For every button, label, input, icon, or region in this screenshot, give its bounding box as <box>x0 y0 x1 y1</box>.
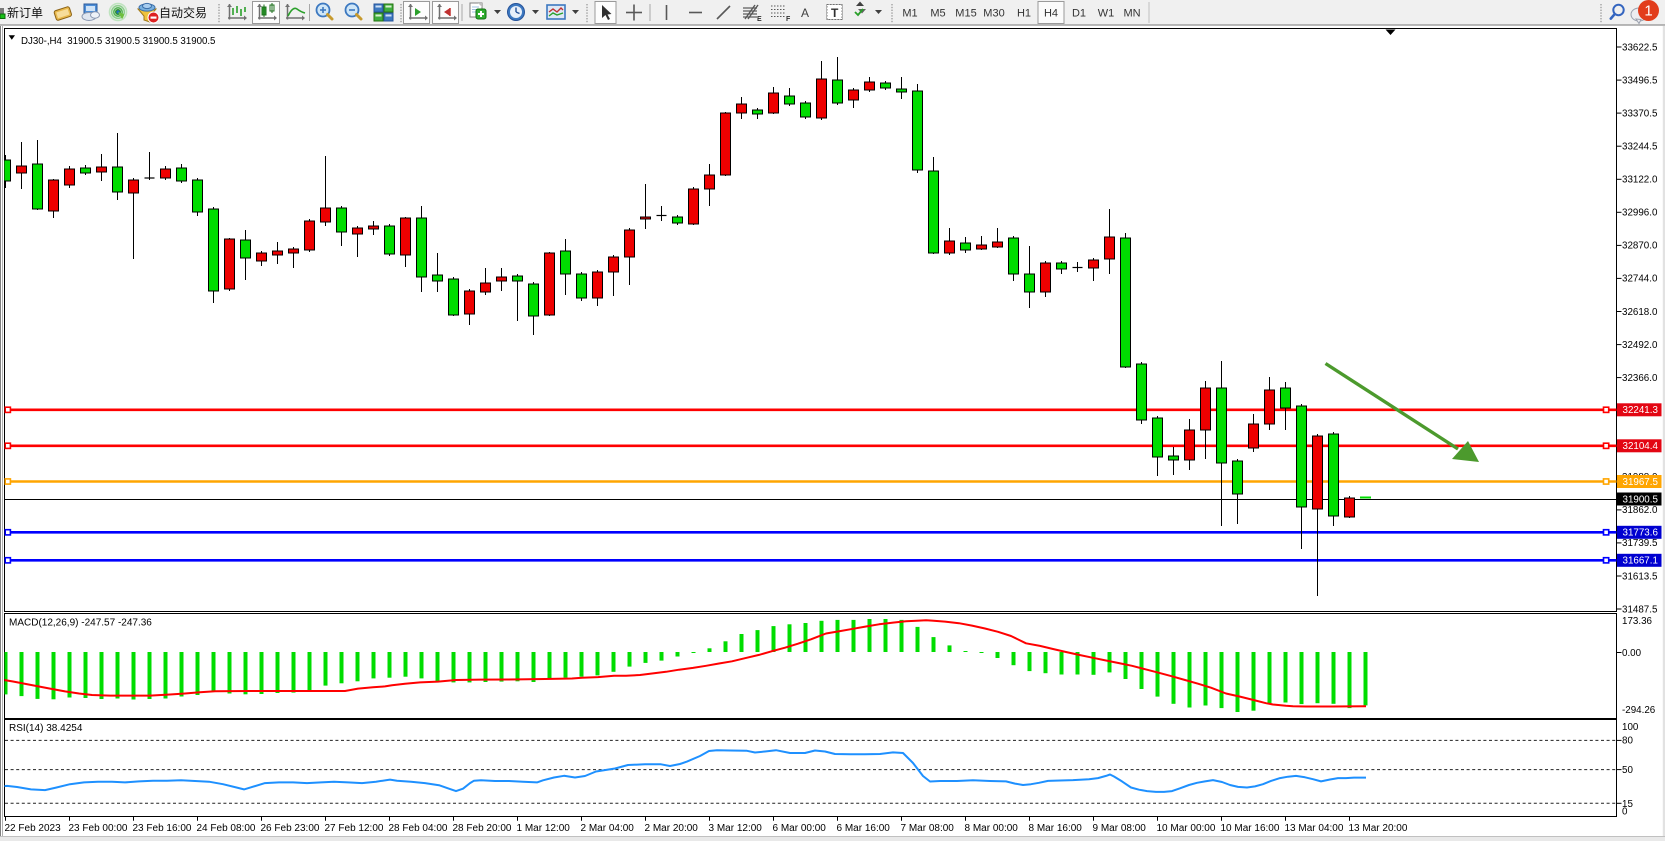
svg-text:1: 1 <box>1644 3 1652 20</box>
svg-text:32104.4: 32104.4 <box>1623 441 1659 452</box>
svg-text:2 Mar 04:00: 2 Mar 04:00 <box>581 823 635 834</box>
svg-text:15: 15 <box>1622 799 1633 810</box>
svg-text:32492.0: 32492.0 <box>1622 340 1658 351</box>
svg-text:T: T <box>831 6 839 20</box>
svg-text:33496.5: 33496.5 <box>1622 75 1658 86</box>
svg-text:2 Mar 20:00: 2 Mar 20:00 <box>645 823 699 834</box>
svg-text:8 Mar 00:00: 8 Mar 00:00 <box>965 823 1019 834</box>
svg-text:33122.0: 33122.0 <box>1622 175 1658 186</box>
svg-text:6 Mar 00:00: 6 Mar 00:00 <box>773 823 827 834</box>
svg-text:100: 100 <box>1622 722 1639 733</box>
svg-text:26 Feb 23:00: 26 Feb 23:00 <box>261 823 320 834</box>
svg-text:6 Mar 16:00: 6 Mar 16:00 <box>837 823 891 834</box>
svg-text:10 Mar 00:00: 10 Mar 00:00 <box>1157 823 1216 834</box>
svg-text:28 Feb 04:00: 28 Feb 04:00 <box>389 823 448 834</box>
svg-text:0.00: 0.00 <box>1622 648 1642 659</box>
svg-text:31967.5: 31967.5 <box>1623 477 1659 488</box>
svg-text:28 Feb 20:00: 28 Feb 20:00 <box>453 823 512 834</box>
svg-text:13 Mar 04:00: 13 Mar 04:00 <box>1285 823 1344 834</box>
svg-text:31667.1: 31667.1 <box>1623 556 1658 567</box>
svg-text:-294.26: -294.26 <box>1622 705 1656 716</box>
svg-text:23 Feb 00:00: 23 Feb 00:00 <box>69 823 128 834</box>
svg-text:13 Mar 20:00: 13 Mar 20:00 <box>1349 823 1408 834</box>
svg-text:32996.0: 32996.0 <box>1622 208 1658 219</box>
svg-text:24 Feb 08:00: 24 Feb 08:00 <box>197 823 256 834</box>
svg-text:50: 50 <box>1622 765 1633 776</box>
svg-text:22 Feb 2023: 22 Feb 2023 <box>5 823 62 834</box>
svg-text:7 Mar 08:00: 7 Mar 08:00 <box>901 823 955 834</box>
svg-text:32241.3: 32241.3 <box>1623 405 1659 416</box>
svg-text:MACD(12,26,9) -247.57 -247.36: MACD(12,26,9) -247.57 -247.36 <box>9 618 152 629</box>
svg-text:3 Mar 12:00: 3 Mar 12:00 <box>709 823 763 834</box>
svg-text:新订单: 新订单 <box>7 5 43 20</box>
svg-text:23 Feb 16:00: 23 Feb 16:00 <box>133 823 192 834</box>
svg-text:9 Mar 08:00: 9 Mar 08:00 <box>1093 823 1147 834</box>
svg-text:8 Mar 16:00: 8 Mar 16:00 <box>1029 823 1083 834</box>
svg-text:173.36: 173.36 <box>1622 616 1653 627</box>
svg-text:E: E <box>757 16 762 23</box>
svg-text:10 Mar 16:00: 10 Mar 16:00 <box>1221 823 1280 834</box>
svg-text:D1: D1 <box>1072 8 1086 20</box>
svg-text:32870.0: 32870.0 <box>1622 241 1658 252</box>
svg-text:DJ30-,H4 31900.5 31900.5 3190: DJ30-,H4 31900.5 31900.5 31900.5 31900.5 <box>21 36 215 47</box>
svg-text:M5: M5 <box>930 8 945 20</box>
svg-text:1 Mar 12:00: 1 Mar 12:00 <box>517 823 571 834</box>
svg-text:27 Feb 12:00: 27 Feb 12:00 <box>325 823 384 834</box>
svg-text:31739.5: 31739.5 <box>1622 538 1658 549</box>
svg-text:F: F <box>786 16 791 23</box>
svg-text:32366.0: 32366.0 <box>1622 373 1658 384</box>
svg-text:0: 0 <box>1622 806 1628 817</box>
svg-text:31487.5: 31487.5 <box>1622 604 1658 615</box>
svg-text:31613.5: 31613.5 <box>1622 571 1658 582</box>
svg-text:33370.5: 33370.5 <box>1622 108 1658 119</box>
svg-text:32744.0: 32744.0 <box>1622 274 1658 285</box>
svg-text:33622.5: 33622.5 <box>1622 42 1658 53</box>
svg-text:自动交易: 自动交易 <box>159 5 207 20</box>
svg-text:H1: H1 <box>1017 8 1031 20</box>
svg-text:31900.5: 31900.5 <box>1623 494 1659 505</box>
svg-text:M30: M30 <box>983 8 1004 20</box>
svg-text:M15: M15 <box>955 8 976 20</box>
svg-text:MN: MN <box>1123 8 1140 20</box>
svg-text:31862.0: 31862.0 <box>1622 505 1658 516</box>
svg-text:32618.0: 32618.0 <box>1622 307 1658 318</box>
svg-text:31773.6: 31773.6 <box>1623 528 1659 539</box>
svg-text:M1: M1 <box>902 8 917 20</box>
svg-text:W1: W1 <box>1098 8 1115 20</box>
svg-text:33244.5: 33244.5 <box>1622 142 1658 153</box>
svg-text:80: 80 <box>1622 736 1633 747</box>
svg-text:RSI(14) 38.4254: RSI(14) 38.4254 <box>9 723 83 734</box>
svg-text:A: A <box>801 6 809 20</box>
svg-text:H4: H4 <box>1044 8 1058 20</box>
